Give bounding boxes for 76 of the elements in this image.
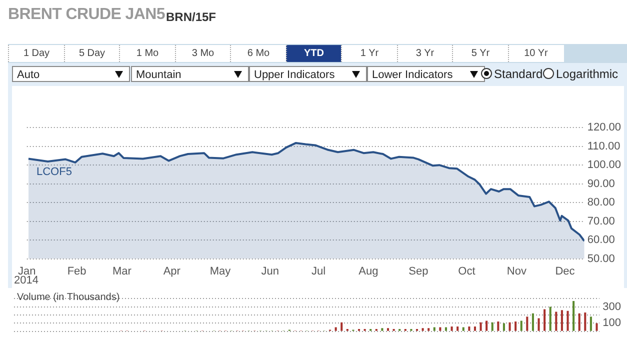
chart-title: Volume (in Thousands) (17, 292, 120, 303)
bar (538, 318, 540, 331)
text: 5 Yr (452, 45, 508, 62)
bar (433, 327, 436, 331)
bar (480, 322, 482, 331)
text: 10 Yr (508, 45, 564, 62)
y-tick-label: 100.00 (587, 159, 622, 172)
x-tick-label: Oct (458, 265, 476, 278)
bar (381, 328, 384, 331)
bar (450, 326, 453, 331)
x-tick-label: Sep (408, 265, 428, 278)
text: 3 Yr (396, 45, 452, 62)
bar (462, 327, 464, 331)
text: Logarithmic (555, 67, 618, 81)
text: Upper Indicators (249, 66, 367, 82)
text: BRN/15F (166, 10, 216, 24)
y-tick-label: 80.00 (587, 196, 615, 209)
series-label: LCOF5 (36, 166, 72, 178)
bar (486, 320, 488, 331)
bar (514, 322, 517, 331)
y-tick-label: 60.00 (587, 234, 615, 246)
y-tick-label: 90.00 (587, 178, 615, 190)
x-tick-label: Jun (261, 265, 280, 278)
bar (584, 312, 586, 331)
bar (549, 306, 552, 331)
bar (428, 328, 430, 331)
bar (456, 326, 459, 331)
bar (497, 322, 500, 331)
x-tick-label: Mar (112, 265, 132, 278)
text: Standard (493, 67, 543, 81)
bar (474, 326, 476, 331)
x-tick-label: Nov (506, 265, 527, 278)
bar (526, 316, 528, 331)
bar (590, 316, 592, 331)
text: YTD (286, 45, 342, 62)
bar (468, 326, 470, 331)
y-tick-label: 120.00 (587, 122, 622, 134)
bar (555, 312, 558, 331)
bar (444, 327, 447, 331)
y-tick-label: 300 (602, 300, 622, 313)
bar (334, 327, 337, 331)
x-tick-label: Dec (555, 265, 576, 278)
text: 1 Mo (119, 45, 175, 62)
bar (532, 313, 534, 331)
bar (340, 322, 343, 331)
x-tick-label: May (210, 265, 232, 278)
text: Mountain (131, 66, 249, 82)
x-tick-label: Aug (358, 265, 378, 278)
y-tick-label: 110.00 (587, 140, 620, 152)
bar (572, 301, 575, 331)
bar (491, 322, 494, 331)
x-tick-label: Feb (67, 265, 86, 278)
bar (596, 323, 598, 331)
bar (578, 313, 580, 331)
text: Auto (12, 66, 130, 82)
text: BRENT CRUDE JAN5 (8, 6, 165, 24)
bar (422, 328, 424, 331)
text: 5 Day (64, 45, 120, 62)
bar (439, 327, 442, 331)
x-tick-label: Apr (163, 265, 181, 278)
text: Lower Indicators (367, 66, 485, 82)
text: 3 Mo (174, 45, 230, 62)
y-tick-label: 70.00 (587, 215, 615, 228)
text: 6 Mo (230, 45, 286, 62)
text: 1 Yr (341, 45, 397, 62)
bar (520, 320, 522, 331)
bar (566, 310, 569, 331)
y-tick-label: 50.00 (587, 252, 615, 265)
text: 1 Day (8, 45, 64, 62)
bar (502, 323, 505, 331)
y-tick-label: 100 (602, 317, 622, 330)
bar (386, 328, 390, 331)
bar (508, 322, 511, 331)
bar (560, 310, 563, 331)
bar (544, 309, 546, 331)
x-tick-label: Jul (311, 265, 326, 278)
